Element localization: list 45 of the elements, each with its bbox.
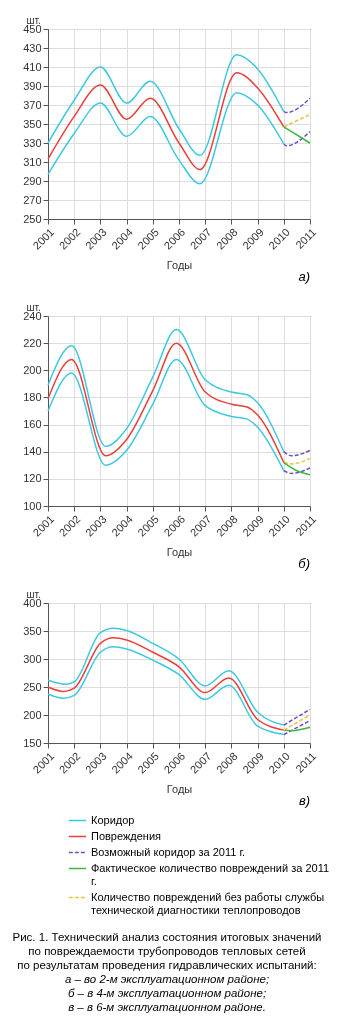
x-axis-title: Годы: [166, 782, 193, 795]
legend-label: Возможный коридор за 2011 г.: [91, 845, 246, 858]
y-tick-label: 330: [23, 136, 42, 149]
y-tick-label: 250: [23, 680, 42, 693]
legend-label: Фактическое количество повреждений за 2011 г.: [91, 861, 330, 887]
y-tick-label: 370: [23, 98, 42, 111]
text: а – во 2-м эксплуатационном районе;: [64, 973, 270, 985]
text: по результатам проведения гидравлических испытаний:: [17, 959, 317, 971]
line-series: [47, 71, 285, 171]
legend-label: Повреждения: [91, 829, 162, 842]
y-tick-label: 410: [23, 60, 42, 73]
text: в – в 6-м эксплуатационном районе.: [68, 1001, 266, 1013]
y-tick-label: 220: [23, 336, 42, 349]
y-tick-label: 390: [23, 79, 42, 92]
y-tick-label: 150: [23, 736, 42, 749]
x-axis-title: Годы: [166, 545, 193, 558]
y-tick-label: 200: [23, 708, 42, 721]
text: по повреждаемости трубопроводов тепловых сетей: [28, 945, 306, 957]
y-tick-label: 350: [23, 117, 42, 130]
text: а): [298, 269, 310, 284]
y-tick-label: 310: [23, 155, 42, 168]
text: в): [298, 793, 310, 808]
y-tick-label: 290: [23, 174, 42, 187]
line-series: [47, 342, 285, 464]
legend-label: Коридор: [91, 813, 135, 826]
y-tick-label: 140: [23, 445, 42, 458]
text: б – в 4-м эксплуатационном районе;: [67, 987, 267, 999]
legend-label: Количество повреждений без работы службы технической диагностики теплопроводов: [91, 890, 325, 916]
line-series: [47, 91, 285, 185]
x-axis-title: Годы: [166, 258, 193, 271]
y-tick-label: 120: [23, 472, 42, 485]
y-tick-label: 180: [23, 390, 42, 403]
y-tick-label: 270: [23, 193, 42, 206]
y-tick-label: 100: [23, 499, 42, 512]
y-tick-label: 200: [23, 363, 42, 376]
y-tick-label: 250: [23, 212, 42, 225]
y-tick-label: 300: [23, 652, 42, 665]
text: б): [298, 556, 310, 571]
text: Рис. 1. Технический анализ состояния итоговых значений: [12, 931, 322, 943]
line-series: [47, 358, 285, 472]
y-tick-label: 350: [23, 624, 42, 637]
y-tick-label: 430: [23, 41, 42, 54]
line-series: [47, 328, 285, 453]
line-series: [47, 53, 285, 157]
y-tick-label: 160: [23, 418, 42, 431]
